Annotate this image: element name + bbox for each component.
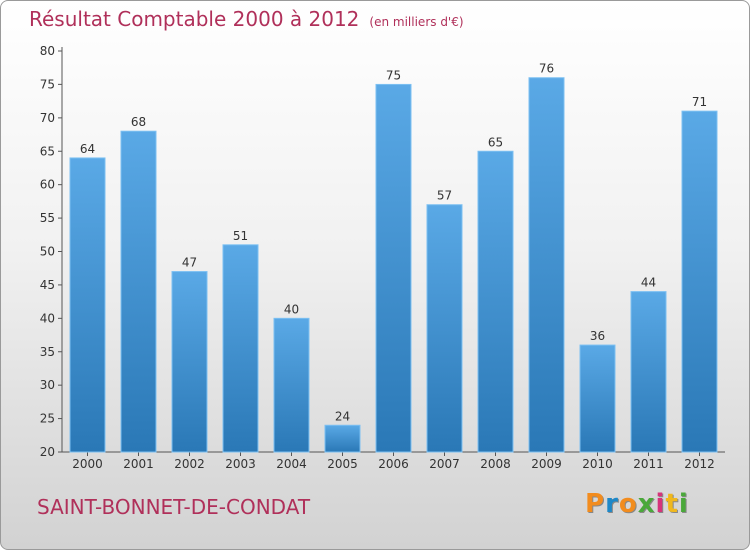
bar	[528, 77, 565, 453]
bar	[120, 130, 157, 453]
bar-value-label: 57	[437, 189, 452, 203]
bar-value-label: 40	[284, 302, 299, 316]
y-tick-label: 70	[40, 111, 55, 125]
bar-value-label: 47	[182, 256, 197, 270]
bar-value-label: 71	[692, 95, 707, 109]
logo-letter: P	[585, 489, 606, 519]
bar	[222, 244, 259, 453]
x-tick-label: 2010	[582, 457, 613, 471]
bar-value-label: 75	[386, 68, 401, 82]
bar	[630, 291, 667, 453]
x-tick-label: 2003	[225, 457, 256, 471]
bar	[171, 271, 208, 453]
x-tick-label: 2001	[123, 457, 154, 471]
bar-value-label: 44	[641, 276, 656, 290]
bar-value-label: 76	[539, 62, 554, 76]
y-tick-label: 80	[40, 44, 55, 58]
bar-value-label: 36	[590, 329, 605, 343]
bar	[681, 110, 718, 453]
y-tick-label: 60	[40, 178, 55, 192]
y-tick-label: 55	[40, 211, 55, 225]
logo-letter: r	[605, 489, 619, 519]
logo-letter: o	[618, 489, 638, 519]
x-tick-label: 2009	[531, 457, 562, 471]
chart-subtitle: (en milliers d'€)	[369, 15, 464, 29]
logo-letter: t	[665, 489, 679, 519]
proxiti-logo: Proxiti	[585, 489, 689, 519]
x-tick-label: 2007	[429, 457, 460, 471]
bar	[324, 424, 361, 453]
x-tick-label: 2011	[633, 457, 664, 471]
bar-value-label: 65	[488, 135, 503, 149]
y-tick-label: 25	[40, 412, 55, 426]
x-tick-label: 2005	[327, 457, 358, 471]
y-tick-label: 20	[40, 445, 55, 459]
y-tick-label: 40	[40, 311, 55, 325]
x-tick-label: 2006	[378, 457, 409, 471]
y-tick-label: 45	[40, 278, 55, 292]
bar-value-label: 68	[131, 115, 146, 129]
x-tick-label: 2004	[276, 457, 307, 471]
chart-title: Résultat Comptable 2000 à 2012 (en millie…	[29, 7, 464, 31]
y-tick-label: 30	[40, 378, 55, 392]
chart-title-text: Résultat Comptable 2000 à 2012	[29, 7, 360, 31]
commune-name: SAINT-BONNET-DE-CONDAT	[37, 495, 311, 519]
bar	[273, 317, 310, 453]
bar-value-label: 64	[80, 142, 95, 156]
y-tick-label: 75	[40, 77, 55, 91]
x-tick-label: 2008	[480, 457, 511, 471]
bar	[426, 204, 463, 453]
x-tick-label: 2002	[174, 457, 205, 471]
y-tick-label: 65	[40, 144, 55, 158]
bar-value-label: 51	[233, 229, 248, 243]
x-tick-label: 2012	[684, 457, 715, 471]
bar	[579, 344, 616, 453]
logo-letter: i	[678, 489, 689, 519]
bar	[375, 83, 412, 453]
logo-letter: x	[637, 489, 656, 519]
y-tick-label: 35	[40, 345, 55, 359]
logo-letter: i	[655, 489, 666, 519]
bar	[477, 150, 514, 453]
bar	[69, 157, 106, 453]
bar-value-label: 24	[335, 409, 350, 423]
x-tick-label: 2000	[72, 457, 103, 471]
y-tick-label: 50	[40, 245, 55, 259]
